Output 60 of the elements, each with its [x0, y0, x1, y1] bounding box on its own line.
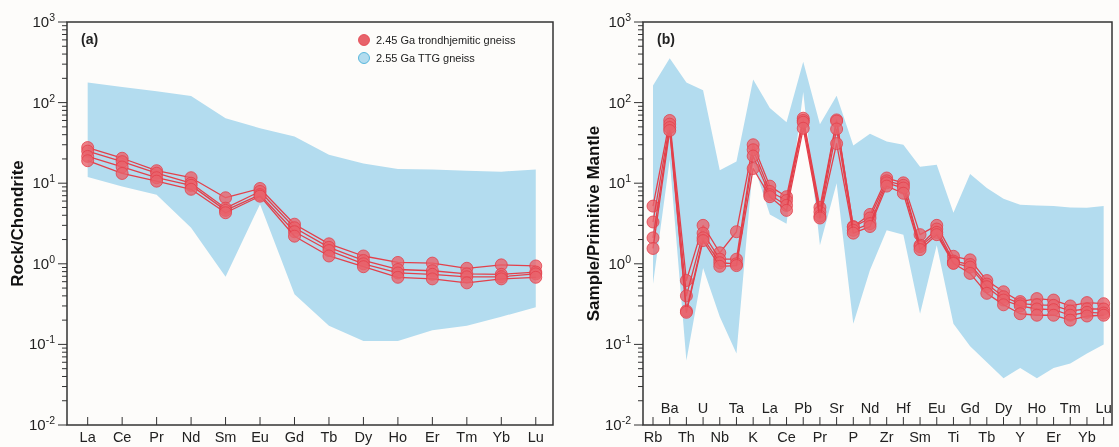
x-tick-label: Tm	[456, 429, 478, 445]
legend-label: 2.55 Ga TTG gneiss	[376, 52, 476, 64]
x-tick-label: Pr	[812, 429, 828, 445]
x-tick-label: Pb	[794, 400, 813, 416]
y-tick-label: 10$^{2}$	[608, 91, 632, 111]
x-tick-label: Ta	[728, 400, 746, 416]
y-axis-title: Rock/Chondrite	[8, 160, 27, 287]
y-tick-label: 10$^{-1}$	[604, 333, 632, 353]
x-tick-label: Tb	[978, 429, 996, 445]
x-tick-label: Yb	[1078, 429, 1096, 445]
x-tick-label: Sm	[909, 429, 931, 445]
x-tick-label: Ba	[660, 400, 680, 416]
x-tick-label: Lu	[527, 429, 544, 445]
x-tick-label: Zr	[879, 429, 894, 445]
y-tick-label: 10$^{3}$	[608, 11, 632, 30]
y-tick-label: 10$^{3}$	[32, 11, 56, 30]
x-tick-label: La	[79, 429, 97, 445]
x-tick-label: Er	[425, 429, 440, 445]
y-tick-label: 10$^{1}$	[608, 172, 632, 192]
x-tick-label: Tb	[320, 429, 338, 445]
x-tick-label: Ce	[777, 429, 796, 445]
x-tick-label: Er	[1046, 429, 1062, 445]
x-tick-label: Ho	[1027, 400, 1047, 416]
y-tick-label: 10$^{-2}$	[604, 414, 632, 433]
text: (a)	[81, 31, 99, 47]
x-tick-label: Dy	[994, 400, 1014, 416]
y-axis-title: Sample/Primitive Mantle	[584, 125, 603, 322]
x-tick-label: Sm	[214, 429, 237, 445]
text: (b)	[657, 31, 675, 47]
x-tick-label: La	[761, 400, 779, 416]
x-tick-label: Sr	[829, 400, 845, 416]
x-tick-label: Eu	[927, 400, 946, 416]
y-tick-label: 10$^{-1}$	[28, 333, 56, 353]
x-tick-label: P	[848, 429, 859, 445]
x-tick-label: U	[697, 400, 709, 416]
x-tick-label: Gd	[960, 400, 980, 416]
y-tick-label: 10$^{-2}$	[28, 414, 56, 433]
x-tick-label: Nb	[710, 429, 730, 445]
x-tick-label: Eu	[251, 429, 269, 445]
x-tick-label: Nd	[860, 400, 880, 416]
x-tick-label: Dy	[354, 429, 374, 445]
x-tick-label: Ti	[947, 429, 960, 445]
y-tick-label: 10$^{1}$	[32, 172, 56, 192]
y-tick-label: 10$^{2}$	[32, 91, 56, 111]
x-tick-label: Rb	[643, 429, 663, 445]
x-tick-label: Lu	[1095, 400, 1112, 416]
y-tick-label: 10$^{0}$	[32, 252, 56, 272]
x-tick-label: Ce	[112, 429, 132, 445]
x-tick-label: Pr	[149, 429, 165, 445]
legend-label: 2.45 Ga trondhjemitic gneiss	[376, 34, 516, 46]
x-tick-label: Nd	[181, 429, 201, 445]
x-tick-label: K	[748, 429, 759, 445]
y-tick-label: 10$^{0}$	[608, 252, 632, 272]
x-tick-label: Y	[1015, 429, 1026, 445]
x-tick-label: Tm	[1059, 400, 1081, 416]
x-tick-label: Hf	[896, 400, 912, 416]
x-tick-label: Ho	[388, 429, 408, 445]
x-tick-label: Gd	[284, 429, 305, 445]
x-tick-label: Yb	[492, 429, 511, 445]
x-tick-label: Th	[677, 429, 695, 445]
